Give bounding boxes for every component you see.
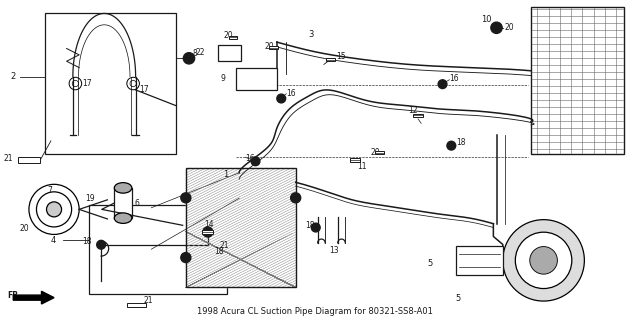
Text: 9: 9 — [220, 74, 225, 83]
Text: 11: 11 — [357, 162, 367, 171]
Ellipse shape — [47, 202, 62, 217]
Polygon shape — [13, 291, 54, 304]
Ellipse shape — [97, 240, 106, 249]
Ellipse shape — [203, 227, 213, 237]
Text: 13: 13 — [329, 246, 338, 255]
Text: 16: 16 — [450, 74, 459, 83]
Text: 20: 20 — [504, 23, 514, 32]
Text: 21: 21 — [144, 296, 153, 305]
Bar — [228, 36, 237, 39]
Text: 5: 5 — [428, 259, 433, 268]
Ellipse shape — [114, 213, 132, 223]
Text: 16: 16 — [245, 154, 255, 163]
Bar — [269, 46, 278, 49]
Text: 2: 2 — [10, 72, 15, 81]
Text: 22: 22 — [195, 48, 205, 57]
Text: 17: 17 — [139, 85, 148, 94]
Text: 1: 1 — [223, 170, 229, 179]
Text: 6: 6 — [135, 198, 139, 207]
Bar — [350, 158, 360, 162]
Text: 16: 16 — [286, 89, 296, 98]
Text: 20: 20 — [223, 31, 233, 40]
Bar — [202, 230, 213, 234]
Bar — [128, 303, 147, 307]
Text: 7: 7 — [48, 186, 53, 195]
Ellipse shape — [503, 220, 584, 301]
Ellipse shape — [491, 22, 502, 33]
Text: 10: 10 — [481, 15, 491, 24]
Ellipse shape — [181, 193, 191, 203]
Text: 18: 18 — [305, 221, 314, 230]
Text: 20: 20 — [19, 224, 29, 233]
Bar — [236, 68, 277, 90]
Text: 14: 14 — [204, 220, 214, 228]
Text: 21: 21 — [220, 241, 229, 250]
Bar — [186, 168, 296, 287]
Text: 17: 17 — [82, 79, 92, 88]
Text: 21: 21 — [4, 154, 13, 163]
Ellipse shape — [438, 80, 447, 89]
Ellipse shape — [530, 247, 557, 274]
Polygon shape — [186, 168, 296, 287]
Ellipse shape — [277, 94, 286, 103]
Ellipse shape — [251, 157, 260, 166]
Text: 18: 18 — [456, 138, 465, 147]
Text: 18: 18 — [82, 237, 92, 246]
Text: 5: 5 — [456, 294, 461, 303]
Ellipse shape — [181, 252, 191, 263]
Bar — [45, 13, 176, 154]
Ellipse shape — [114, 183, 132, 193]
Bar — [413, 114, 423, 117]
Text: 12: 12 — [409, 106, 418, 115]
Bar — [456, 246, 503, 275]
Text: FR.: FR. — [7, 291, 21, 300]
Ellipse shape — [447, 141, 456, 150]
Text: 8: 8 — [192, 49, 197, 58]
Bar — [375, 151, 384, 154]
Text: 15: 15 — [337, 52, 346, 61]
Text: 20: 20 — [264, 42, 274, 52]
Bar — [18, 157, 40, 163]
Bar — [89, 204, 226, 294]
Text: 19: 19 — [86, 194, 95, 203]
Bar — [114, 188, 132, 218]
Text: 4: 4 — [51, 236, 56, 245]
Ellipse shape — [515, 232, 572, 289]
Text: 20: 20 — [371, 148, 381, 156]
Ellipse shape — [183, 53, 194, 64]
Polygon shape — [531, 7, 624, 154]
Ellipse shape — [291, 193, 301, 203]
Bar — [531, 7, 624, 154]
Text: 18: 18 — [214, 247, 223, 256]
Ellipse shape — [311, 223, 320, 232]
Bar — [218, 45, 241, 61]
Text: 3: 3 — [309, 30, 314, 39]
Bar — [326, 58, 335, 61]
Text: 1998 Acura CL Suction Pipe Diagram for 80321-SS8-A01: 1998 Acura CL Suction Pipe Diagram for 8… — [196, 307, 433, 316]
